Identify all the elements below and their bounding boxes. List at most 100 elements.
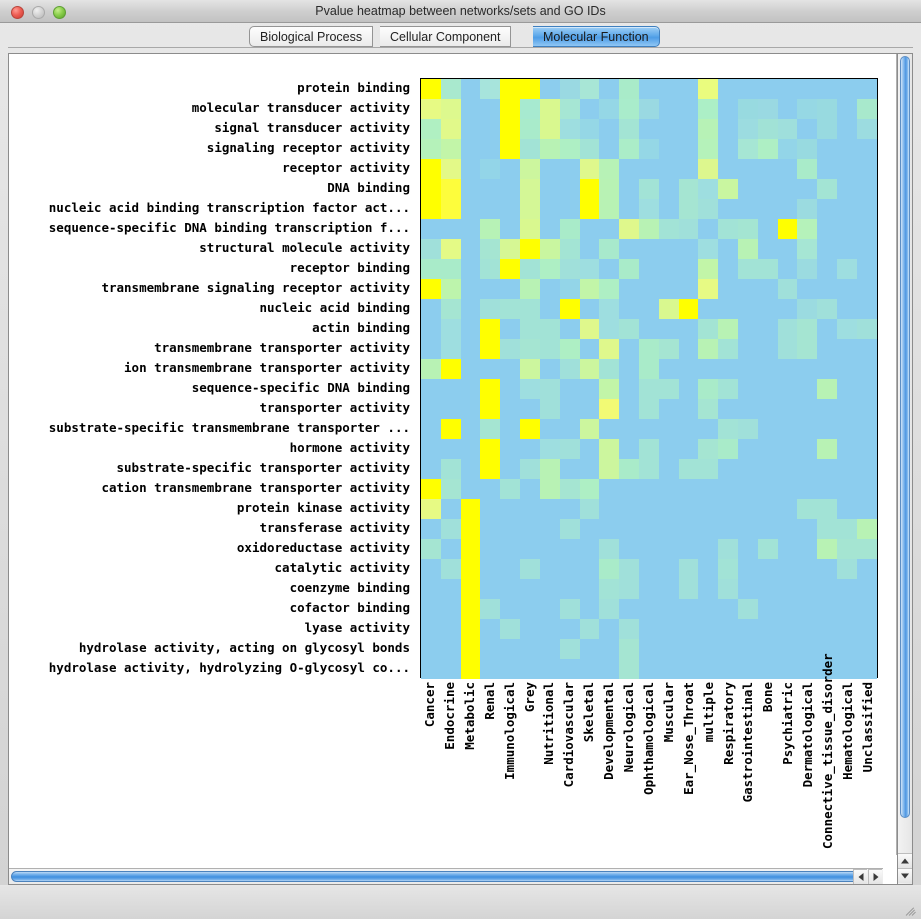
heatmap-cell[interactable] bbox=[579, 479, 600, 499]
heatmap-cell[interactable] bbox=[579, 259, 600, 279]
heatmap-cell[interactable] bbox=[757, 459, 778, 479]
heatmap-cell[interactable] bbox=[718, 359, 738, 379]
heatmap-cell[interactable] bbox=[559, 99, 580, 119]
heatmap-cell[interactable] bbox=[480, 219, 501, 239]
heatmap-cell[interactable] bbox=[698, 459, 719, 479]
heatmap-cell[interactable] bbox=[638, 599, 659, 619]
heatmap-cell[interactable] bbox=[777, 259, 798, 279]
heatmap-cell[interactable] bbox=[599, 79, 620, 99]
window-vertical-scrollbar[interactable] bbox=[897, 53, 913, 885]
heatmap-cell[interactable] bbox=[520, 179, 540, 199]
heatmap-cell[interactable] bbox=[678, 159, 699, 179]
heatmap-cell[interactable] bbox=[817, 299, 838, 319]
heatmap-cell[interactable] bbox=[539, 519, 560, 539]
heatmap-cell[interactable] bbox=[738, 199, 758, 219]
heatmap-cell[interactable] bbox=[421, 399, 441, 419]
heatmap-cell[interactable] bbox=[757, 599, 778, 619]
heatmap-cell[interactable] bbox=[738, 359, 758, 379]
heatmap-cell[interactable] bbox=[599, 619, 620, 639]
heatmap-cell[interactable] bbox=[619, 539, 639, 559]
heatmap-cell[interactable] bbox=[837, 279, 857, 299]
heatmap-cell[interactable] bbox=[500, 619, 521, 639]
heatmap-cell[interactable] bbox=[817, 359, 838, 379]
heatmap-cell[interactable] bbox=[579, 299, 600, 319]
heatmap-cell[interactable] bbox=[797, 199, 818, 219]
heatmap-cell[interactable] bbox=[678, 199, 699, 219]
heatmap-cell[interactable] bbox=[718, 259, 738, 279]
heatmap-cell[interactable] bbox=[777, 119, 798, 139]
heatmap-cell[interactable] bbox=[539, 319, 560, 339]
heatmap-cell[interactable] bbox=[421, 159, 441, 179]
heatmap-cell[interactable] bbox=[440, 519, 461, 539]
heatmap-cell[interactable] bbox=[421, 299, 441, 319]
heatmap-cell[interactable] bbox=[777, 519, 798, 539]
heatmap-cell[interactable] bbox=[718, 639, 738, 659]
heatmap-cell[interactable] bbox=[500, 139, 521, 159]
heatmap-cell[interactable] bbox=[619, 99, 639, 119]
heatmap-cell[interactable] bbox=[539, 199, 560, 219]
heatmap-cell[interactable] bbox=[757, 279, 778, 299]
heatmap-cell[interactable] bbox=[619, 159, 639, 179]
heatmap-cell[interactable] bbox=[638, 479, 659, 499]
heatmap-cell[interactable] bbox=[638, 219, 659, 239]
heatmap-cell[interactable] bbox=[599, 379, 620, 399]
heatmap-cell[interactable] bbox=[658, 559, 679, 579]
heatmap-cell[interactable] bbox=[539, 259, 560, 279]
heatmap-cell[interactable] bbox=[421, 379, 441, 399]
heatmap-cell[interactable] bbox=[619, 339, 639, 359]
heatmap-cell[interactable] bbox=[480, 399, 501, 419]
heatmap-cell[interactable] bbox=[559, 419, 580, 439]
heatmap-cell[interactable] bbox=[460, 259, 481, 279]
heatmap-cell[interactable] bbox=[460, 219, 481, 239]
heatmap-cell[interactable] bbox=[738, 319, 758, 339]
heatmap-cell[interactable] bbox=[440, 659, 461, 679]
heatmap-cell[interactable] bbox=[757, 139, 778, 159]
heatmap-cell[interactable] bbox=[757, 239, 778, 259]
heatmap-cell[interactable] bbox=[599, 319, 620, 339]
heatmap-cell[interactable] bbox=[738, 219, 758, 239]
heatmap-cell[interactable] bbox=[738, 439, 758, 459]
heatmap-cell[interactable] bbox=[421, 439, 441, 459]
heatmap-cell[interactable] bbox=[698, 499, 719, 519]
heatmap-cell[interactable] bbox=[658, 359, 679, 379]
heatmap-cell[interactable] bbox=[856, 79, 877, 99]
heatmap-cell[interactable] bbox=[440, 319, 461, 339]
heatmap-cell[interactable] bbox=[440, 359, 461, 379]
heatmap-cell[interactable] bbox=[797, 179, 818, 199]
heatmap-cell[interactable] bbox=[718, 599, 738, 619]
heatmap-cell[interactable] bbox=[837, 139, 857, 159]
heatmap-cell[interactable] bbox=[638, 199, 659, 219]
heatmap-cell[interactable] bbox=[797, 79, 818, 99]
heatmap-cell[interactable] bbox=[698, 199, 719, 219]
heatmap-cell[interactable] bbox=[856, 219, 877, 239]
heatmap-cell[interactable] bbox=[460, 519, 481, 539]
heatmap-cell[interactable] bbox=[421, 579, 441, 599]
heatmap-cell[interactable] bbox=[638, 79, 659, 99]
heatmap-cell[interactable] bbox=[817, 439, 838, 459]
heatmap-cell[interactable] bbox=[480, 239, 501, 259]
heatmap-cell[interactable] bbox=[421, 279, 441, 299]
heatmap-cell[interactable] bbox=[460, 79, 481, 99]
heatmap-cell[interactable] bbox=[718, 419, 738, 439]
heatmap-cell[interactable] bbox=[520, 459, 540, 479]
heatmap-cell[interactable] bbox=[599, 519, 620, 539]
heatmap-cell[interactable] bbox=[619, 399, 639, 419]
heatmap-cell[interactable] bbox=[579, 159, 600, 179]
heatmap-cell[interactable] bbox=[757, 559, 778, 579]
heatmap-cell[interactable] bbox=[539, 299, 560, 319]
heatmap-cell[interactable] bbox=[797, 159, 818, 179]
heatmap-cell[interactable] bbox=[460, 419, 481, 439]
heatmap-cell[interactable] bbox=[520, 139, 540, 159]
heatmap-cell[interactable] bbox=[559, 519, 580, 539]
heatmap-cell[interactable] bbox=[520, 499, 540, 519]
heatmap-cell[interactable] bbox=[421, 459, 441, 479]
heatmap-cell[interactable] bbox=[520, 619, 540, 639]
heatmap-cell[interactable] bbox=[619, 79, 639, 99]
heatmap-cell[interactable] bbox=[421, 499, 441, 519]
heatmap-cell[interactable] bbox=[837, 259, 857, 279]
heatmap-cell[interactable] bbox=[559, 119, 580, 139]
heatmap-cell[interactable] bbox=[817, 159, 838, 179]
heatmap-cell[interactable] bbox=[638, 439, 659, 459]
heatmap-cell[interactable] bbox=[480, 439, 501, 459]
heatmap-cell[interactable] bbox=[797, 119, 818, 139]
